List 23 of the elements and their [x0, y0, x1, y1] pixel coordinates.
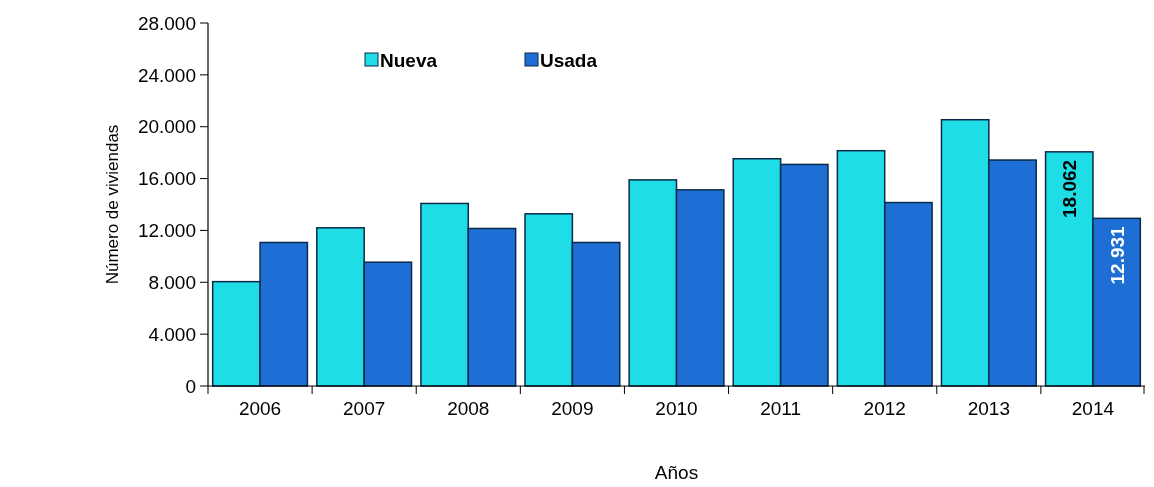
x-tick-label: 2013 [967, 398, 1010, 419]
y-tick-label: 12.000 [137, 220, 196, 242]
y-tick-label: 8.000 [148, 271, 196, 293]
x-tick-label: 2007 [343, 398, 386, 419]
x-tick-label: 2010 [655, 398, 698, 419]
y-tick-label: 0 [185, 375, 196, 397]
data-label: 12.931 [1106, 225, 1128, 285]
y-tick-label: 24.000 [137, 64, 196, 86]
legend-label: Nueva [380, 49, 438, 71]
x-tick-label: 2006 [238, 398, 282, 419]
legend-label: Usada [540, 49, 598, 71]
x-tick-label: 2008 [447, 398, 490, 419]
data-label: 18.062 [1059, 159, 1081, 218]
x-tick-label: 2012 [863, 398, 906, 419]
x-tick-label: 2014 [1071, 398, 1115, 419]
x-tick-label: 2009 [551, 398, 594, 419]
y-tick-label: 4.000 [148, 323, 196, 345]
x-axis-title: Años [654, 462, 699, 483]
x-tick-label: 2011 [760, 398, 802, 419]
y-tick-label: 16.000 [137, 168, 196, 190]
y-axis-title: Número de viviendas [103, 124, 122, 285]
y-tick-label: 28.000 [137, 12, 196, 34]
y-tick-label: 20.000 [137, 116, 196, 138]
